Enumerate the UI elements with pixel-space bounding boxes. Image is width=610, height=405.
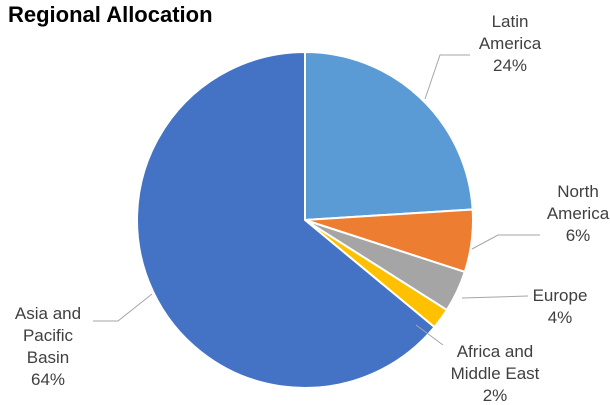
pie-slices bbox=[136, 50, 474, 389]
slice-value-label: 4% bbox=[548, 308, 573, 327]
chart-title: Regional Allocation bbox=[8, 2, 213, 27]
leader-line bbox=[415, 324, 444, 346]
slice-category-label: Africa and bbox=[457, 342, 534, 361]
slice-labels: Latin America 24% North America 6% Europe 4% Afr… bbox=[15, 12, 610, 405]
slice-value-label: 2% bbox=[483, 386, 508, 405]
slice-value-label: 24% bbox=[493, 56, 527, 75]
pie-slice-latin-america bbox=[304, 50, 474, 222]
slice-label: North America 6% bbox=[547, 182, 610, 245]
slice-label: Latin America 24% bbox=[479, 12, 542, 75]
slice-label: Europe 4% bbox=[533, 286, 588, 327]
leader-line bbox=[93, 293, 153, 322]
leader-line bbox=[461, 295, 529, 299]
slice-category-label: North bbox=[557, 182, 599, 201]
slice-category-label: America bbox=[547, 204, 610, 223]
leader-line bbox=[471, 234, 540, 250]
slice-label: Africa and Middle East 2% bbox=[451, 342, 540, 405]
slice-category-label: Latin bbox=[492, 12, 529, 31]
slice-label: Asia and Pacific Basin 64% bbox=[15, 304, 81, 389]
slice-category-label: Europe bbox=[533, 286, 588, 305]
slice-category-label: Pacific bbox=[23, 326, 74, 345]
slice-category-label: America bbox=[479, 34, 542, 53]
slice-category-label: Asia and bbox=[15, 304, 81, 323]
slice-category-label: Basin bbox=[27, 348, 70, 367]
pie-slice-asia-and-pacific-basin bbox=[136, 50, 436, 389]
slice-value-label: 6% bbox=[566, 226, 591, 245]
slice-category-label: Middle East bbox=[451, 364, 540, 383]
slice-value-label: 64% bbox=[31, 370, 65, 389]
leader-line bbox=[424, 54, 470, 100]
leader-lines bbox=[93, 54, 540, 346]
